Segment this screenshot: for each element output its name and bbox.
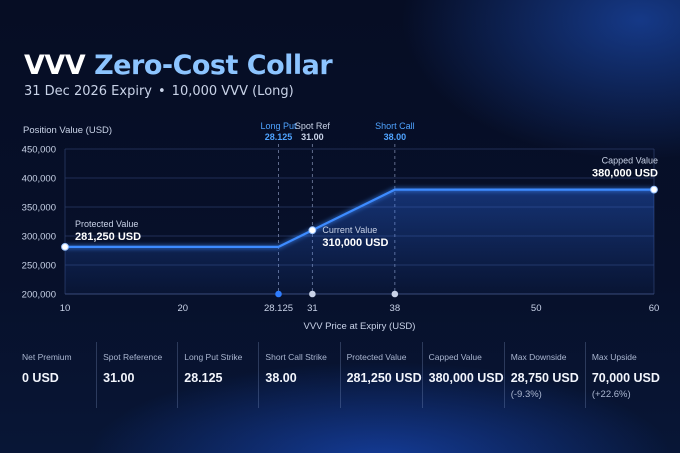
- stat-protected-value: Protected Value 281,250 USD: [339, 342, 422, 408]
- payoff-line: [65, 188, 654, 248]
- stat-label: Max Downside: [510, 352, 567, 362]
- stat-value: 31.00: [103, 371, 135, 385]
- stats-bar: Net Premium 0 USD Spot Reference 31.00 L…: [16, 342, 666, 408]
- stat-long-put-strike: Long Put Strike 28.125: [177, 342, 258, 408]
- subtitle: 31 Dec 2026 Expiry • 10,000 VVV (Long): [24, 84, 294, 99]
- stat-value: 28,750 USD: [510, 371, 579, 385]
- x-tick-label: 31: [307, 303, 318, 314]
- y-tick-label: 400,000: [22, 174, 56, 185]
- stat-label: Short Call Strike: [265, 352, 327, 362]
- title-strategy: Zero-Cost Collar: [94, 50, 333, 81]
- strike-value-label: 31.00: [301, 132, 324, 142]
- stat-label: Max Upside: [591, 352, 637, 362]
- x-tick-label: 28.125: [264, 303, 293, 314]
- value-point: [61, 242, 69, 251]
- point-label: Current Value: [322, 225, 377, 235]
- stat-label: Protected Value: [346, 352, 407, 362]
- y-tick-label: 250,000: [22, 261, 56, 272]
- point-value-label: 310,000 USD: [322, 237, 388, 249]
- page-title: VVV Zero-Cost Collar: [24, 50, 333, 82]
- axis-marker: [309, 290, 316, 298]
- x-tick-label: 38: [390, 303, 401, 314]
- strike-value-label: 38.00: [384, 132, 407, 142]
- value-point: [308, 226, 317, 235]
- x-tick-label: 50: [531, 303, 542, 314]
- stat-value: 380,000 USD: [428, 371, 504, 385]
- stat-value: 70,000 USD: [591, 371, 660, 385]
- y-tick-label: 300,000: [22, 232, 56, 243]
- strike-label: Long Put: [260, 121, 297, 131]
- point-value-label: 281,250 USD: [75, 231, 141, 243]
- stat-value: 38.00: [265, 371, 297, 385]
- payoff-area: [65, 189, 654, 294]
- point-label: Protected Value: [75, 219, 138, 229]
- x-tick-label: 10: [60, 303, 71, 314]
- stat-short-call-strike: Short Call Strike 38.00: [258, 342, 339, 408]
- payoff-chart: 200,000 250,000 300,000 350,000 400,000 450,0…: [22, 121, 660, 332]
- stat-subvalue: (-9.3%): [510, 389, 542, 400]
- stat-capped-value: Capped Value 380,000 USD: [421, 342, 504, 408]
- axis-marker: [275, 290, 282, 298]
- stat-max-downside: Max Downside 28,750 USD (-9.3%): [503, 342, 585, 408]
- y-tick-label: 350,000: [22, 203, 56, 214]
- x-axis-title: VVV Price at Expiry (USD): [304, 321, 416, 332]
- value-point: [650, 185, 658, 194]
- y-tick-label: 450,000: [22, 145, 56, 156]
- stat-value: 28.125: [184, 371, 223, 385]
- stat-max-upside: Max Upside 70,000 USD (+22.6%): [584, 342, 666, 408]
- subtitle-expiry: 31 Dec 2026 Expiry: [24, 84, 152, 99]
- strike-label: Short Call: [375, 121, 415, 131]
- point-value-label: 380,000 USD: [592, 168, 658, 180]
- x-tick-label: 60: [649, 303, 660, 314]
- strike-value-label: 28.125: [265, 132, 293, 142]
- stat-label: Spot Reference: [103, 352, 163, 362]
- stat-value: 281,250 USD: [346, 371, 422, 385]
- subtitle-separator: •: [158, 84, 166, 99]
- y-tick-label: 200,000: [22, 290, 56, 301]
- stat-label: Net Premium: [22, 352, 72, 362]
- title-ticker: VVV: [24, 50, 86, 81]
- stat-label: Long Put Strike: [184, 352, 243, 362]
- stat-label: Capped Value: [428, 352, 482, 362]
- strike-label: Spot Ref: [295, 121, 331, 131]
- stat-spot-reference: Spot Reference 31.00: [96, 342, 177, 408]
- x-tick-label: 20: [178, 303, 189, 314]
- stat-net-premium: Net Premium 0 USD: [16, 342, 96, 408]
- axis-marker: [391, 290, 399, 298]
- subtitle-position: 10,000 VVV (Long): [171, 84, 294, 99]
- y-axis-title: Position Value (USD): [23, 125, 112, 136]
- stat-subvalue: (+22.6%): [591, 389, 631, 400]
- point-label: Capped Value: [602, 156, 658, 166]
- stat-value: 0 USD: [22, 371, 59, 385]
